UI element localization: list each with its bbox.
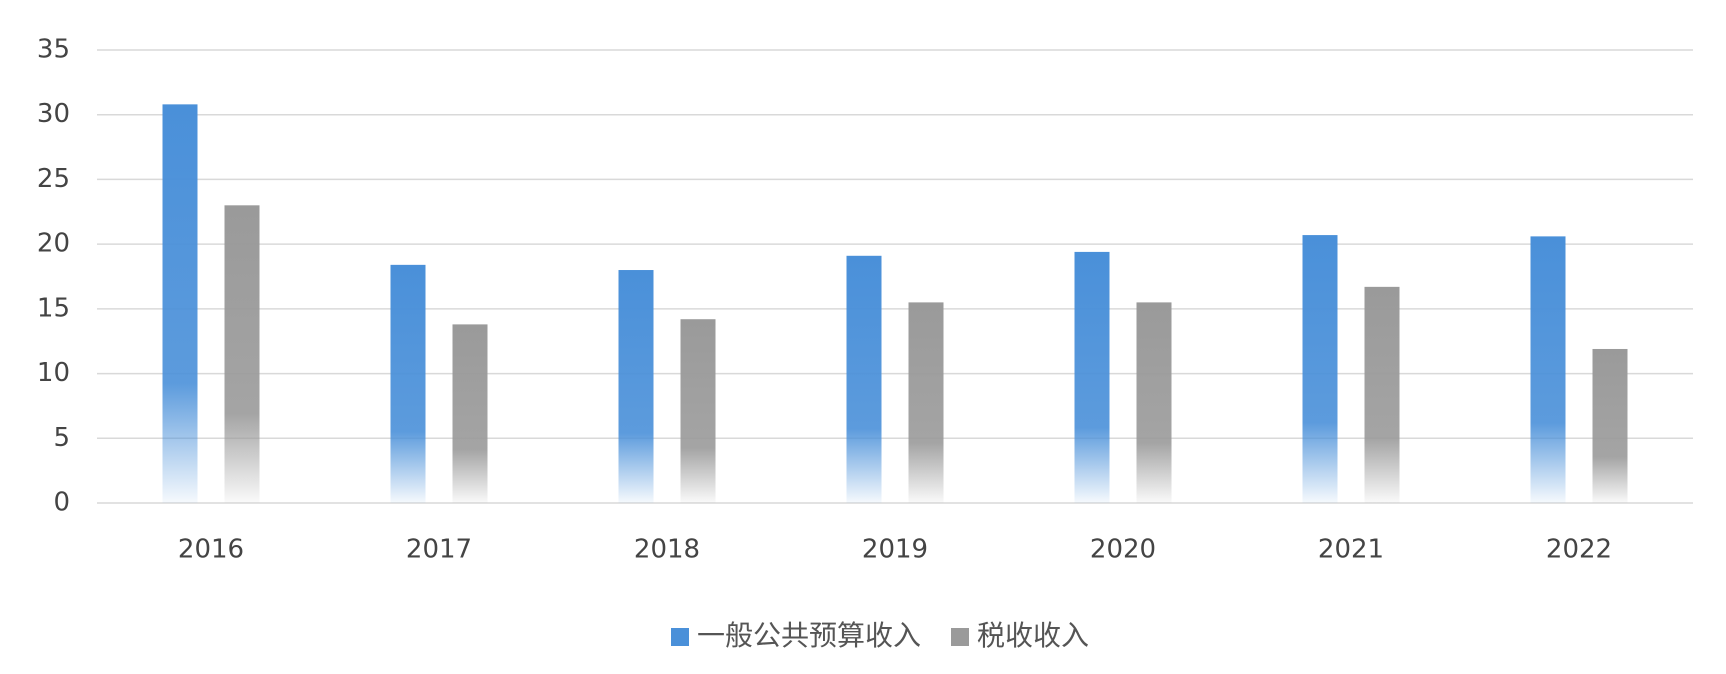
- bar: [224, 205, 260, 504]
- bar: [680, 319, 716, 503]
- legend-label: 税收收入: [977, 619, 1089, 652]
- y-tick-label: 20: [37, 229, 70, 259]
- y-tick-label: 10: [37, 358, 70, 388]
- bar: [1074, 251, 1110, 503]
- bar: [1364, 286, 1400, 503]
- y-tick-label: 25: [37, 164, 70, 194]
- y-tick-label: 35: [37, 35, 70, 65]
- legend-swatch: [951, 628, 969, 646]
- y-tick-label: 30: [37, 99, 70, 129]
- bar: [1302, 235, 1338, 503]
- y-tick-label: 5: [53, 423, 70, 453]
- bar: [908, 302, 944, 503]
- legend-label: 一般公共预算收入: [697, 619, 921, 652]
- x-tick-label: 2020: [1090, 535, 1156, 565]
- x-tick-label: 2021: [1318, 535, 1384, 565]
- y-tick-label: 0: [53, 488, 70, 518]
- y-tick-label: 15: [37, 293, 70, 323]
- bar: [390, 264, 426, 503]
- x-tick-label: 2018: [634, 535, 700, 565]
- bar: [846, 255, 882, 503]
- x-tick-label: 2017: [406, 535, 472, 565]
- bar: [1530, 236, 1566, 503]
- bar: [452, 324, 488, 503]
- bar: [1592, 348, 1628, 503]
- x-tick-label: 2022: [1546, 535, 1612, 565]
- bar: [1136, 302, 1172, 503]
- bar: [618, 270, 654, 503]
- legend-swatch: [671, 628, 689, 646]
- x-tick-label: 2016: [178, 535, 244, 565]
- bar: [162, 104, 198, 504]
- x-tick-label: 2019: [862, 535, 928, 565]
